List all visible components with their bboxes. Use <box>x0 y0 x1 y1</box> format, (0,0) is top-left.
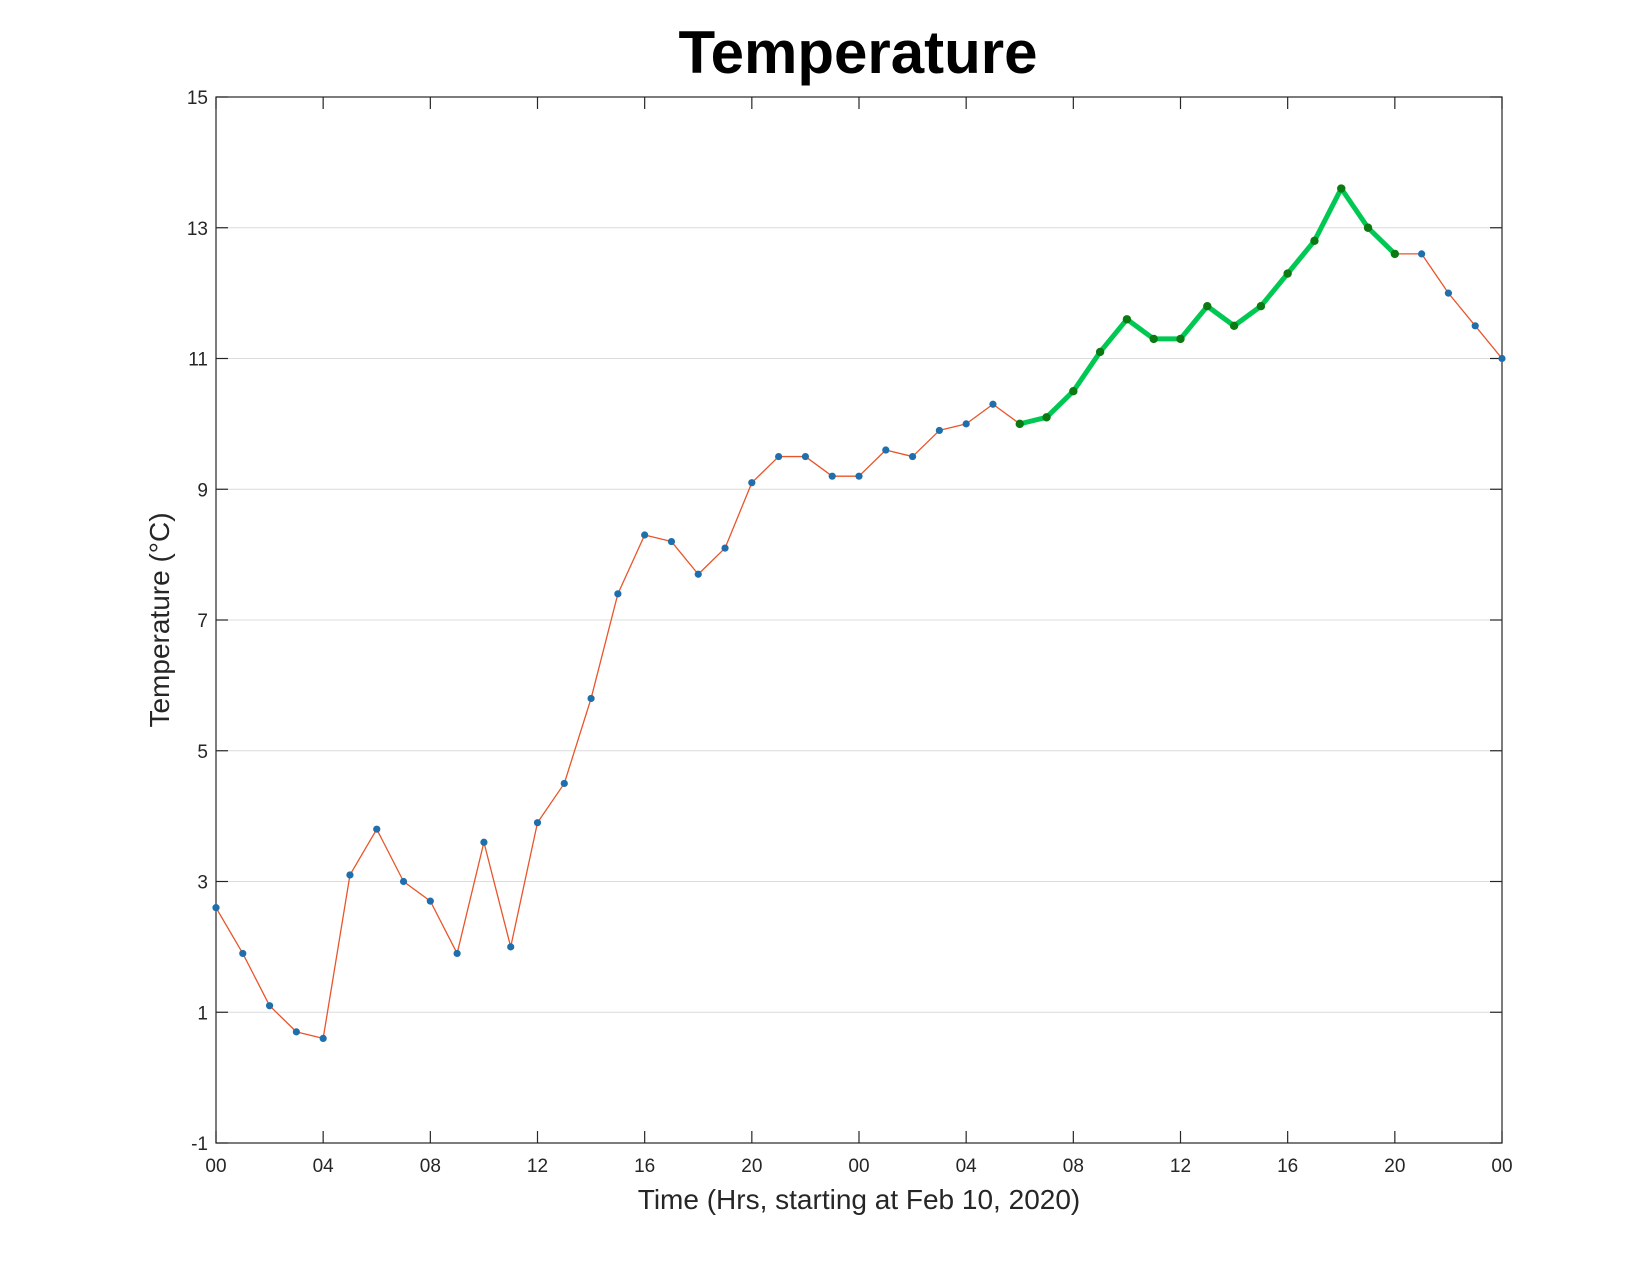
y-tick-label: 3 <box>197 873 208 894</box>
x-tick-label: 16 <box>1277 1156 1298 1177</box>
data-point <box>641 531 649 539</box>
y-tick-label: 5 <box>197 742 208 763</box>
data-point <box>480 838 488 846</box>
data-point <box>265 1002 274 1010</box>
data-point <box>855 472 863 480</box>
data-point <box>399 877 408 886</box>
data-point <box>828 472 836 480</box>
y-tick-label: -1 <box>191 1134 208 1155</box>
data-point <box>1471 322 1479 330</box>
data-point <box>935 426 943 435</box>
data-point <box>1444 289 1453 297</box>
data-point <box>507 943 515 951</box>
chart-title: Temperature <box>678 19 1037 86</box>
highlight-data-point <box>1042 413 1051 422</box>
data-point <box>239 949 247 958</box>
x-tick-label: 04 <box>313 1156 335 1177</box>
x-tick-label: 00 <box>848 1156 869 1177</box>
highlight-data-point <box>1390 249 1400 259</box>
highlight-data-point <box>1069 386 1078 396</box>
x-tick-labels: 00 04 08 12 16 20 00 04 08 12 16 20 00 <box>205 1156 1512 1177</box>
data-point <box>775 452 783 461</box>
highlight-data-point <box>1337 184 1346 193</box>
data-point <box>453 949 461 958</box>
data-point <box>587 694 595 703</box>
highlight-data-point <box>1149 334 1158 344</box>
data-point <box>989 400 997 408</box>
highlight-data-point <box>1310 236 1319 246</box>
data-point <box>346 871 354 879</box>
series-layer <box>212 184 1506 1042</box>
y-tick-label: 9 <box>197 480 208 501</box>
x-tick-label: 08 <box>420 1156 441 1177</box>
x-tick-label: 12 <box>527 1156 548 1177</box>
y-tick-label: 7 <box>197 611 208 632</box>
x-tick-label: 04 <box>956 1156 978 1177</box>
x-axis-label: Time (Hrs, starting at Feb 10, 2020) <box>638 1184 1080 1215</box>
highlight-data-point <box>1095 347 1105 357</box>
y-axis-label: Temperature (°C) <box>144 512 175 727</box>
x-tick-label: 00 <box>205 1156 226 1177</box>
data-point <box>694 570 702 578</box>
x-tick-label: 12 <box>1170 1156 1191 1177</box>
x-tick-label: 08 <box>1063 1156 1084 1177</box>
y-tick-label: 13 <box>187 219 208 240</box>
data-point <box>1418 250 1426 258</box>
data-point <box>614 590 622 598</box>
data-point <box>908 452 917 461</box>
y-tick-label: 15 <box>187 88 208 109</box>
x-tick-label: 16 <box>634 1156 655 1177</box>
y-tick-label: 1 <box>197 1003 208 1024</box>
data-point <box>962 420 970 428</box>
temperature-series-line <box>215 187 1503 1040</box>
data-point <box>373 825 381 833</box>
highlight-data-point <box>1122 315 1132 324</box>
highlight-data-point <box>1203 302 1212 311</box>
data-point <box>1498 354 1506 363</box>
highlight-data-point <box>1256 302 1266 311</box>
highlight-data-point <box>1015 419 1024 429</box>
highlight-data-point <box>1229 321 1239 331</box>
data-point <box>212 904 220 912</box>
data-point <box>533 819 542 827</box>
data-point <box>748 479 756 487</box>
data-point <box>667 537 676 546</box>
grid-lines <box>216 227 1502 1013</box>
data-point <box>721 544 729 552</box>
x-tick-label: 00 <box>1491 1156 1512 1177</box>
x-tick-label: 20 <box>1384 1156 1405 1177</box>
data-point <box>426 897 434 905</box>
highlight-data-point <box>1176 334 1185 344</box>
data-point <box>319 1034 327 1042</box>
axis-ticks <box>215 96 1503 1144</box>
data-point <box>560 779 568 788</box>
x-tick-label: 20 <box>741 1156 762 1177</box>
y-tick-label: 11 <box>188 350 208 371</box>
data-point <box>882 446 890 454</box>
highlight-data-point <box>1283 269 1292 278</box>
data-point <box>292 1028 300 1036</box>
data-point <box>801 452 810 461</box>
highlight-data-point <box>1363 223 1373 232</box>
